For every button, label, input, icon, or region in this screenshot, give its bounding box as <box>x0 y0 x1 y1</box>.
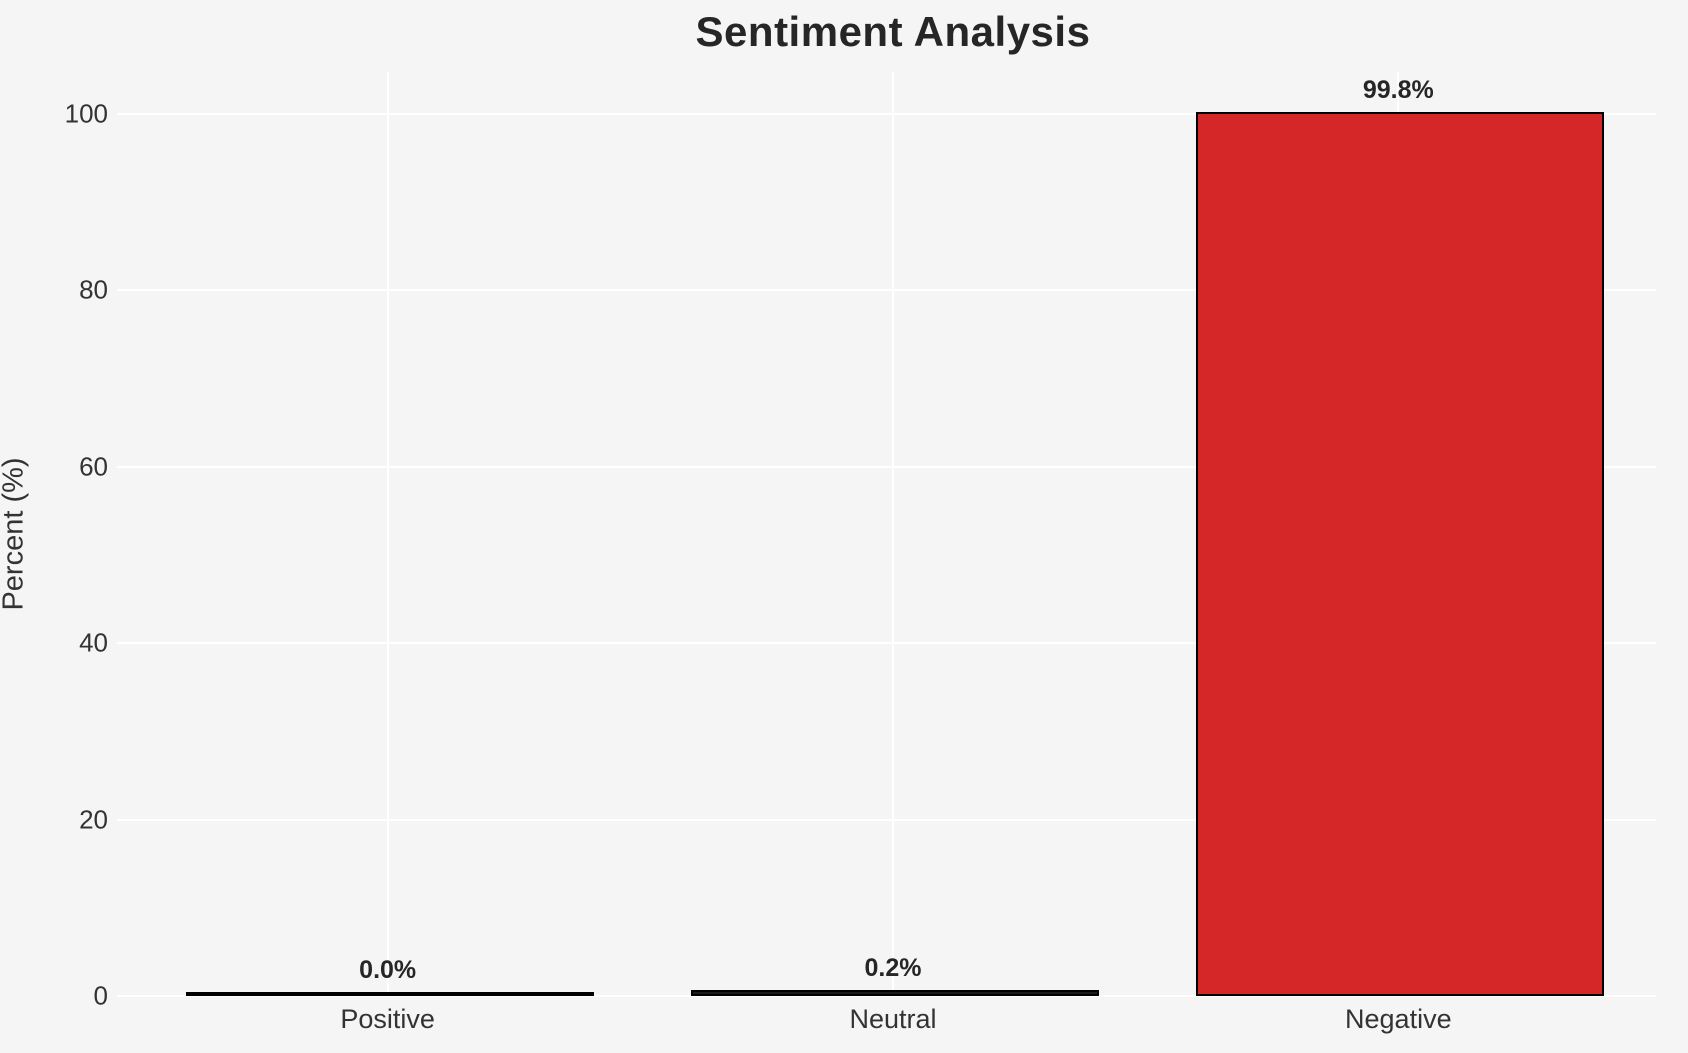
gridline-x-neutral <box>891 72 894 996</box>
y-tick-labels: 0 20 40 60 80 100 <box>0 72 108 1011</box>
bar-negative <box>1196 112 1605 996</box>
gridline-y-80 <box>117 289 1656 292</box>
gridline-y-40 <box>117 642 1656 645</box>
bar-group-negative: 99.8% Negative <box>1146 72 1651 1034</box>
category-label-neutral: Neutral <box>849 1004 937 1034</box>
y-tick-80: 80 <box>79 274 108 305</box>
gridline-y-0 <box>117 995 1656 997</box>
gridline-x-positive <box>386 72 389 996</box>
gridlines <box>117 72 1656 997</box>
category-label-negative: Negative <box>1345 1004 1452 1034</box>
gridline-y-20 <box>117 818 1656 821</box>
plot-area: 0.0% Positive 0.2% Neutral 99.8% Negative <box>135 72 1651 1034</box>
value-label-negative: 99.8% <box>1362 76 1434 104</box>
value-label-positive: 0.0% <box>359 956 417 984</box>
gridline-y-60 <box>117 465 1656 468</box>
gridline-y-100 <box>117 113 1656 115</box>
category-label-positive: Positive <box>340 1004 435 1034</box>
y-tick-100: 100 <box>64 98 108 129</box>
bar-group-neutral: 0.2% Neutral <box>640 72 1145 1034</box>
y-tick-20: 20 <box>79 804 108 835</box>
chart-title: Sentiment Analysis <box>695 8 1091 55</box>
bar-neutral <box>690 990 1100 996</box>
y-tick-40: 40 <box>79 627 108 658</box>
y-tick-0: 0 <box>93 980 108 1011</box>
value-label-neutral: 0.2% <box>864 954 922 982</box>
y-tick-60: 60 <box>79 451 108 482</box>
bar-positive <box>185 992 594 996</box>
bar-group-positive: 0.0% Positive <box>135 72 640 1034</box>
